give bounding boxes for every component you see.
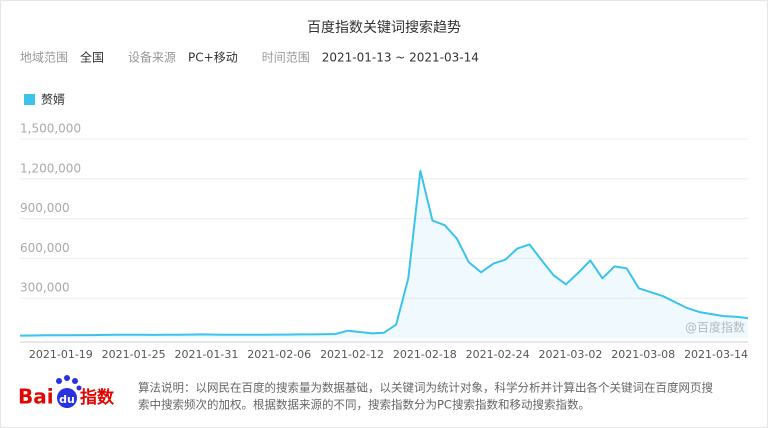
filter-label: 设备来源 [128, 51, 176, 65]
filter-value: 全国 [80, 50, 104, 65]
logo-du: du [59, 393, 75, 406]
x-tick-label: 2021-01-25 [102, 348, 166, 361]
area-fill [20, 170, 748, 338]
legend-label: 赘婿 [41, 92, 65, 107]
logo-paw [56, 375, 82, 408]
y-tick-label: 1,500,000 [20, 122, 81, 136]
legend-swatch [24, 94, 35, 105]
filter-value: 2021-01-13 ~ 2021-03-14 [322, 51, 479, 65]
y-tick-label: 1,200,000 [20, 161, 81, 175]
logo-bai: Bai [18, 385, 54, 409]
footer-text: 索中搜索频次的加权。根据数据来源的不同，搜索指数分为PC搜索指数和移动搜索指数。 [138, 398, 590, 412]
x-tick-label: 2021-02-12 [320, 348, 384, 361]
chart-title: 百度指数关键词搜索趋势 [307, 19, 461, 36]
x-tick-label: 2021-03-02 [538, 348, 602, 361]
filter-label: 地域范围 [20, 51, 68, 65]
x-tick-label: 2021-02-06 [247, 348, 311, 361]
y-tick-label: 900,000 [20, 201, 70, 215]
x-tick-label: 2021-03-14 [684, 348, 748, 361]
footer-text: 算法说明：以网民在百度的搜索量为数据基础，以关键词为统计对象，科学分析并计算出各… [138, 381, 713, 395]
x-tick-label: 2021-03-08 [611, 348, 675, 361]
logo-index: 指数 [80, 387, 115, 408]
filter-value: PC+移动 [188, 51, 238, 65]
series-line [19, 169, 749, 337]
x-tick-label: 2021-02-18 [393, 348, 457, 361]
x-tick-label: 2021-02-24 [466, 348, 530, 361]
watermark: @百度指数 [685, 320, 745, 335]
x-tick-label: 2021-01-19 [29, 348, 93, 361]
x-tick-label: 2021-01-31 [174, 348, 238, 361]
y-tick-label: 300,000 [20, 281, 70, 295]
y-tick-label: 600,000 [20, 241, 70, 255]
filter-label: 时间范围 [262, 51, 310, 65]
